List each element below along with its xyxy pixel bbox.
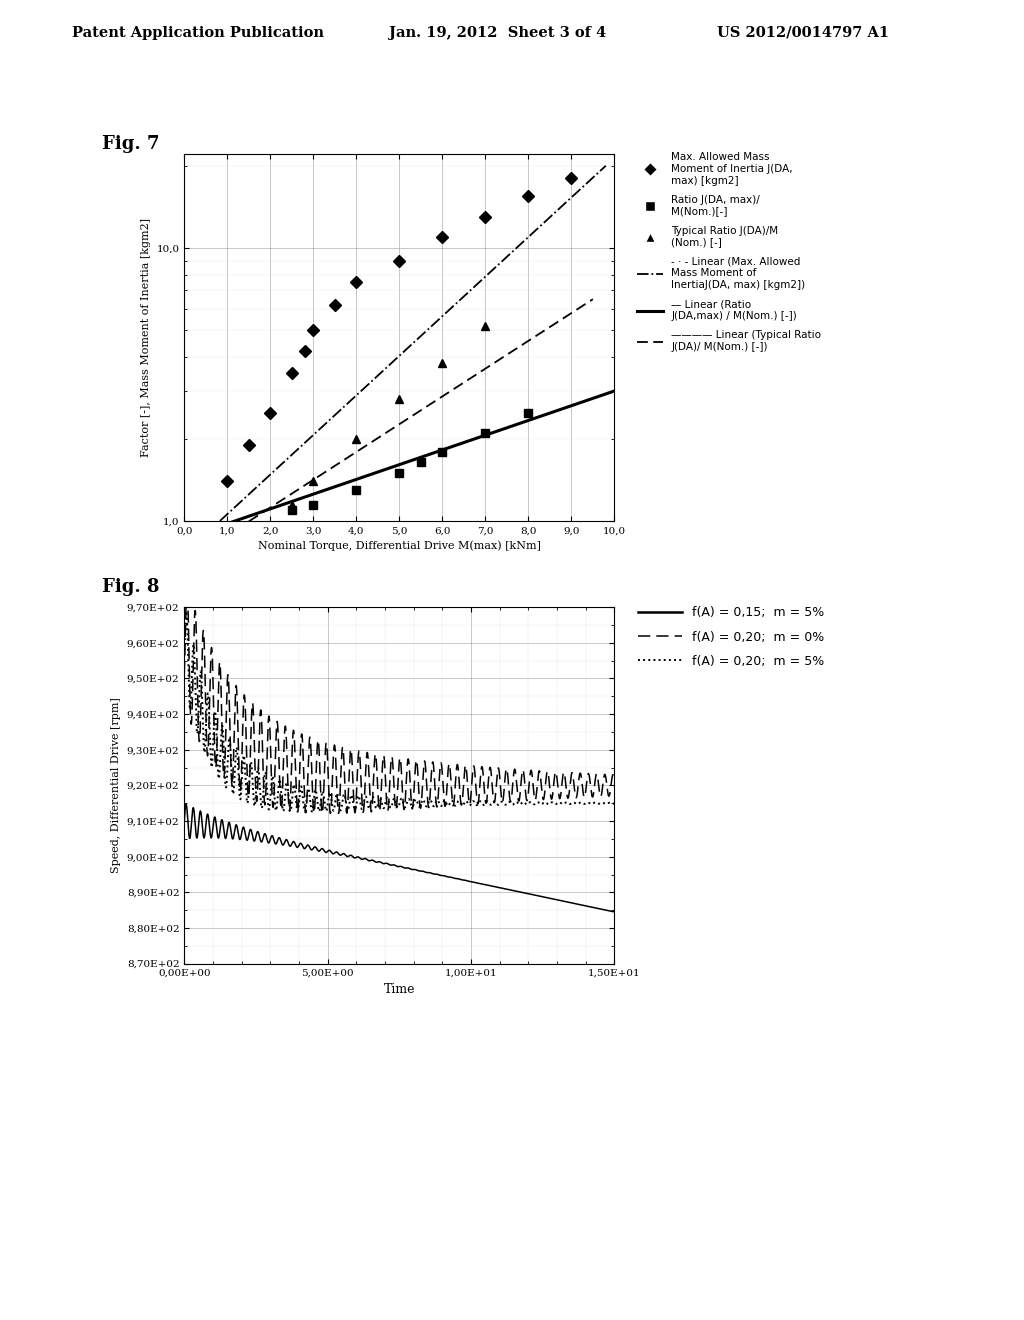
X-axis label: Nominal Torque, Differential Drive M(max) [kNm]: Nominal Torque, Differential Drive M(max…	[258, 541, 541, 552]
Y-axis label: Factor [-], Mass Moment of Inertia [kgm2]: Factor [-], Mass Moment of Inertia [kgm2…	[140, 218, 151, 458]
Text: Fig. 7: Fig. 7	[102, 135, 160, 153]
Legend: f(A) = 0,15;  m = 5%, f(A) = 0,20;  m = 0%, f(A) = 0,20;  m = 5%: f(A) = 0,15; m = 5%, f(A) = 0,20; m = 0%…	[638, 606, 824, 668]
Text: Jan. 19, 2012  Sheet 3 of 4: Jan. 19, 2012 Sheet 3 of 4	[389, 26, 606, 40]
Text: Patent Application Publication: Patent Application Publication	[72, 26, 324, 40]
Text: Fig. 8: Fig. 8	[102, 578, 160, 597]
Y-axis label: Speed, Differential Drive [rpm]: Speed, Differential Drive [rpm]	[112, 697, 121, 874]
Legend: Max. Allowed Mass
Moment of Inertia J(DA,
max) [kgm2], Ratio J(DA, max)/
M(Nom.): Max. Allowed Mass Moment of Inertia J(DA…	[637, 152, 821, 352]
Text: US 2012/0014797 A1: US 2012/0014797 A1	[717, 26, 889, 40]
X-axis label: Time: Time	[384, 983, 415, 997]
